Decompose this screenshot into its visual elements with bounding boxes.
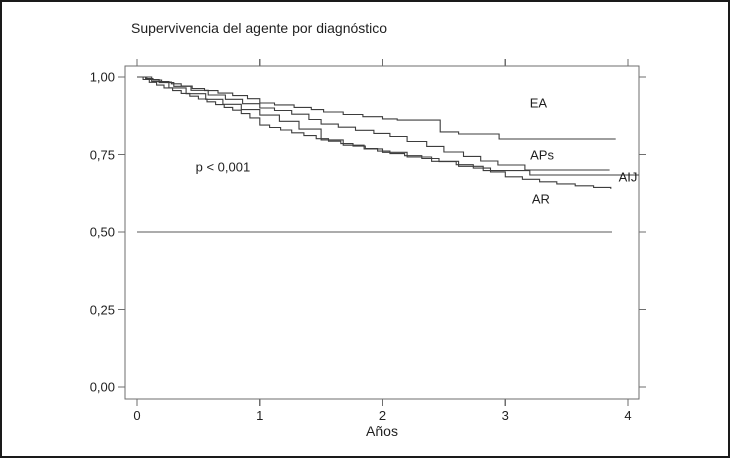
curve-label-ar: AR [531, 191, 550, 207]
y-tick-label: 0,75 [89, 147, 115, 162]
y-tick-label: 0,00 [89, 379, 115, 395]
chart-title: Supervivencia del agente por diagnóstico [131, 20, 388, 36]
p-value-annotation: p < 0,001 [195, 159, 251, 175]
y-tick-label: 1,00 [89, 69, 115, 85]
y-tick-label: 0,50 [89, 224, 115, 240]
survival-curve-ar [137, 76, 612, 189]
survival-curve-aps [137, 76, 610, 171]
y-tick-label: 0,25 [89, 302, 115, 317]
x-axis-label: Años [366, 423, 398, 439]
x-tick-label: 2 [378, 408, 387, 423]
x-tick-label: 4 [624, 408, 632, 423]
x-tick-label: 3 [501, 408, 509, 423]
curve-label-aps: APs [530, 147, 554, 163]
curve-label-aij: AIJ [618, 169, 638, 185]
x-tick-label: 1 [256, 408, 264, 423]
curve-label-ea: EA [529, 95, 548, 111]
x-tick-label: 0 [133, 408, 141, 423]
